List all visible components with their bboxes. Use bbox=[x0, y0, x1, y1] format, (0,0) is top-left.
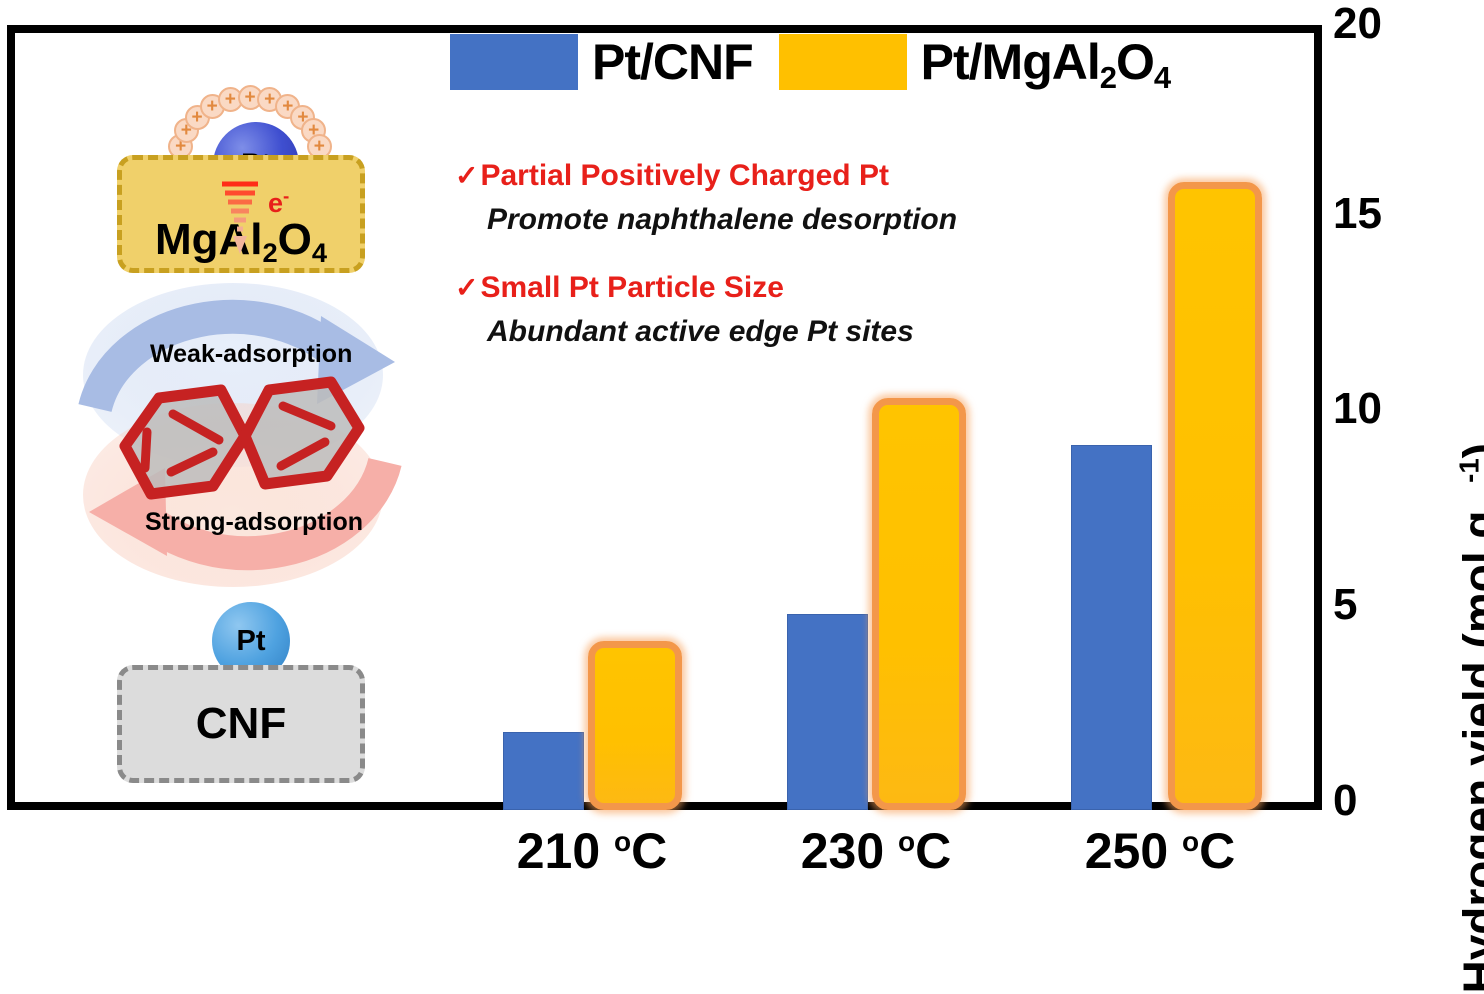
pt-bottom-label: Pt bbox=[236, 624, 266, 657]
x-label-scale: C bbox=[631, 823, 668, 879]
highlight-bullets: ✓Partial Positively Charged Pt Promote n… bbox=[455, 158, 1055, 382]
legend-swatch-pt-mgal2o4 bbox=[778, 34, 907, 90]
y-axis-title-main: Hydrogen yield (mol g bbox=[1454, 510, 1484, 994]
reaction-schematic: +++++++++++ Pt MgAl2O4 e- bbox=[20, 40, 440, 810]
cnf-support-box: CNF bbox=[117, 665, 365, 783]
y-axis-title-close: ) bbox=[1454, 443, 1484, 458]
y-axis-title-sup: -1 bbox=[1453, 458, 1484, 483]
legend-label-pt-cnf: Pt/CNF bbox=[592, 33, 754, 91]
legend-text-sub2: 4 bbox=[1153, 59, 1171, 95]
bullet-heading-2: ✓Small Pt Particle Size bbox=[455, 270, 1055, 305]
y-axis-title: Hydrogen yield (mol gPt-1) bbox=[1453, 443, 1484, 994]
bullet-group-1: ✓Partial Positively Charged Pt Promote n… bbox=[455, 158, 1055, 238]
y-tick-20: 20 bbox=[1333, 0, 1382, 48]
x-label-scale: C bbox=[915, 823, 952, 879]
mgal2o4-support-label: MgAl2O4 bbox=[155, 215, 327, 266]
bullet-group-2: ✓Small Pt Particle Size Abundant active … bbox=[455, 270, 1055, 350]
legend-text-mid: O bbox=[1116, 34, 1155, 90]
bullet-heading-1-text: Partial Positively Charged Pt bbox=[480, 159, 889, 192]
x-label-2: 230 oC bbox=[801, 822, 952, 880]
legend-label-pt-mgal2o4: Pt/MgAl2O4 bbox=[920, 33, 1172, 95]
x-label-value: 230 bbox=[800, 823, 899, 879]
bar-pt-cnf-2 bbox=[787, 613, 868, 810]
mgal2o4-mid: O bbox=[277, 215, 312, 264]
x-axis-labels: 210 oC 230 oC 250 oC bbox=[0, 822, 1322, 886]
mgal2o4-support-box: MgAl2O4 bbox=[117, 155, 365, 273]
x-label-value: 210 bbox=[516, 823, 615, 879]
mgal2o4-sub2: 4 bbox=[311, 236, 328, 268]
bar-chart-bars bbox=[503, 182, 1262, 810]
legend-item-pt-cnf: Pt/CNF bbox=[450, 33, 754, 91]
bar-pt-mgal2o4-3 bbox=[1168, 182, 1262, 810]
y-tick-10: 10 bbox=[1333, 384, 1382, 433]
degree-symbol: o bbox=[1182, 826, 1200, 858]
check-icon: ✓ bbox=[455, 271, 479, 303]
x-label-1: 210 oC bbox=[517, 822, 668, 880]
legend-swatch-pt-cnf bbox=[450, 34, 578, 90]
x-label-scale: C bbox=[1199, 823, 1236, 879]
y-tick-5: 5 bbox=[1333, 580, 1358, 629]
bullet-subtext-2: Abundant active edge Pt sites bbox=[487, 315, 914, 349]
adsorption-cycle: Weak-adsorption Strong-adsorption bbox=[65, 280, 415, 590]
bar-pt-mgal2o4-2 bbox=[872, 397, 966, 810]
bullet-heading-2-text: Small Pt Particle Size bbox=[480, 270, 784, 304]
degree-symbol: o bbox=[614, 826, 632, 858]
electron-label: e- bbox=[268, 186, 289, 219]
legend-text-pt-cnf: Pt/CNF bbox=[592, 34, 754, 90]
bullet-heading-1: ✓Partial Positively Charged Pt bbox=[455, 158, 1055, 193]
x-label-value: 250 bbox=[1084, 823, 1183, 879]
legend-item-pt-mgal2o4: Pt/MgAl2O4 bbox=[778, 33, 1172, 95]
legend-text-main: Pt/MgAl bbox=[920, 34, 1101, 90]
bar-pt-mgal2o4-1 bbox=[588, 641, 682, 810]
degree-symbol: o bbox=[898, 826, 916, 858]
check-icon: ✓ bbox=[455, 160, 479, 191]
chart-legend: Pt/CNF Pt/MgAl2O4 bbox=[450, 33, 1172, 95]
electron-transfer-arrow-icon bbox=[222, 181, 258, 254]
x-label-3: 250 oC bbox=[1085, 822, 1236, 880]
bar-pt-cnf-3 bbox=[1071, 444, 1152, 810]
legend-text-sub1: 2 bbox=[1099, 59, 1117, 95]
strong-adsorption-label: Strong-adsorption bbox=[145, 508, 364, 536]
y-axis-title-sub: Pt bbox=[1479, 482, 1484, 511]
y-tick-15: 15 bbox=[1333, 189, 1382, 238]
bar-pt-cnf-1 bbox=[503, 731, 584, 810]
naphthalene-molecule-icon bbox=[119, 376, 365, 500]
cnf-support-label: CNF bbox=[195, 699, 287, 748]
bullet-subtext-1: Promote naphthalene desorption bbox=[487, 203, 958, 237]
mgal2o4-sub1: 2 bbox=[262, 236, 278, 268]
y-axis-ticks: 20 15 10 5 0 bbox=[1333, 0, 1403, 886]
y-tick-0: 0 bbox=[1333, 776, 1358, 825]
weak-adsorption-label: Weak-adsorption bbox=[150, 340, 353, 368]
electron-charge: - bbox=[283, 186, 290, 207]
electron-char: e bbox=[268, 188, 284, 218]
